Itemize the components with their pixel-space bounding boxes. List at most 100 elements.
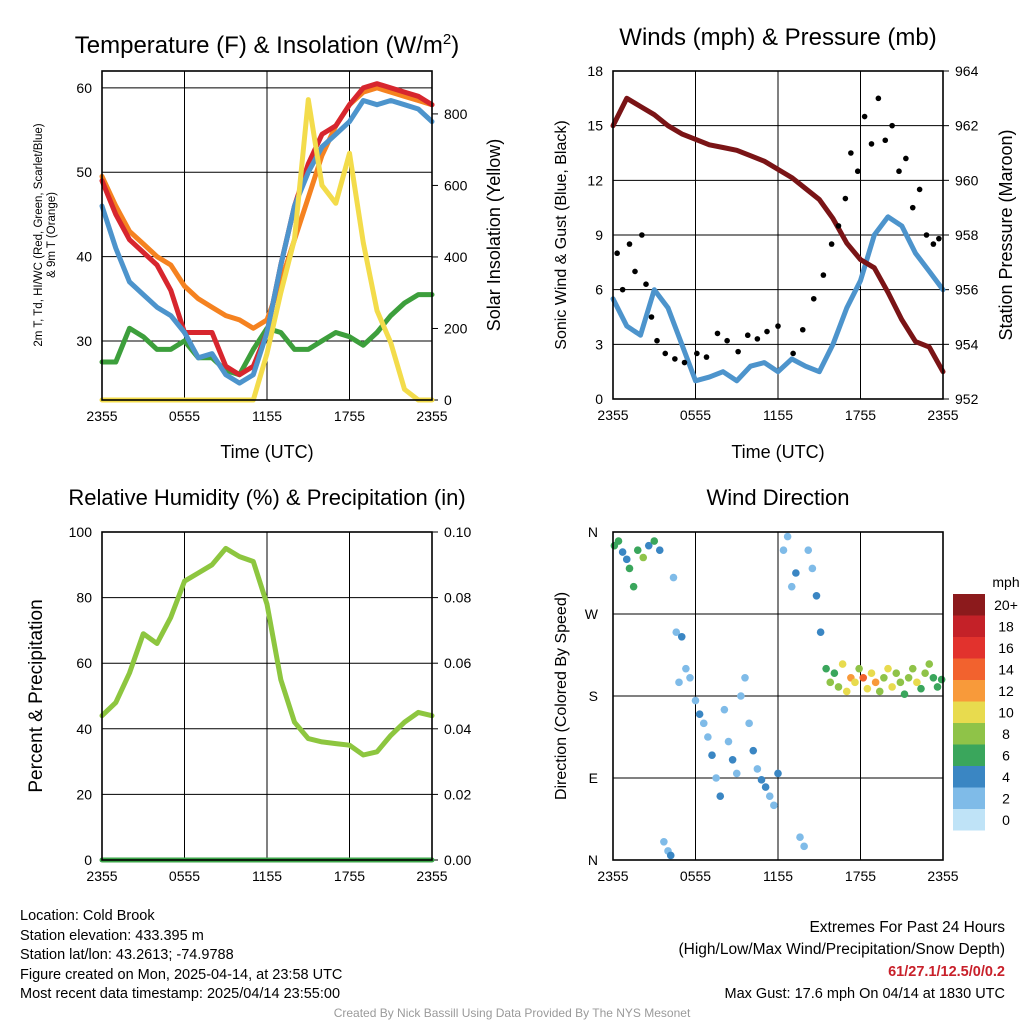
y-right-tick-label: 964 [955, 63, 979, 79]
direction-point [675, 678, 683, 687]
y-tick-label: 12 [587, 172, 603, 188]
direction-point [804, 546, 813, 555]
gust-point [909, 204, 916, 211]
direction-point [695, 710, 704, 719]
gust-point [626, 241, 633, 247]
direction-point [812, 591, 821, 600]
direction-point [720, 705, 729, 714]
x-tick-label: 1755 [845, 868, 876, 884]
y-tick-label: N [588, 852, 598, 868]
direction-point [908, 664, 917, 673]
y-right-tick-label: 600 [444, 177, 468, 193]
direction-point [830, 669, 839, 678]
gust-point [861, 113, 868, 120]
y-tick-label: 40 [76, 721, 92, 737]
x-tick-label: 2355 [416, 408, 447, 424]
gust-point [799, 326, 806, 333]
gust-point [681, 359, 688, 366]
direction-point [712, 774, 720, 782]
direction-point [644, 541, 653, 550]
extremes-title: Extremes For Past 24 Hours [809, 919, 1005, 936]
direction-point [737, 692, 745, 700]
gust-point [694, 350, 700, 357]
legend-swatch [953, 744, 985, 766]
direction-point [933, 683, 942, 691]
direction-point [929, 673, 938, 682]
y-right-tick-label: 956 [955, 282, 979, 298]
y-axis-label-left: Percent & Precipitation [26, 599, 47, 792]
direction-point [900, 690, 909, 698]
direction-point [753, 765, 762, 773]
extremes-values: 61/27.1/12.5/0/0.2 [888, 964, 1005, 980]
direction-point [816, 628, 825, 637]
gust-point [639, 232, 645, 238]
legend-swatch [953, 594, 985, 616]
y-tick-label: N [588, 524, 598, 540]
y-tick-label: 50 [76, 164, 92, 180]
gust-point [619, 286, 626, 293]
gust-point [868, 141, 875, 147]
direction-point [867, 669, 876, 678]
y-axis-label-left: Direction (Colored By Speed) [553, 592, 570, 800]
legend-swatch [953, 637, 985, 659]
chart-title: Relative Humidity (%) & Precipitation (i… [68, 485, 465, 510]
gust-point [842, 195, 849, 202]
y-axis-label-left: Sonic Wind & Gust (Blue, Black) [553, 120, 570, 349]
direction-point [691, 696, 700, 705]
gust-point [828, 241, 835, 247]
created-text: Figure created on Mon, 2025-04-14, at 23… [20, 966, 343, 983]
direction-point [834, 683, 843, 691]
gust-point [662, 350, 669, 357]
direction-point [779, 546, 788, 555]
direction-point [892, 669, 901, 678]
direction-point [761, 783, 770, 791]
y-tick-label: 3 [595, 336, 603, 352]
direction-point [921, 669, 929, 678]
gust-point [754, 336, 761, 342]
y-tick-label: 15 [587, 118, 603, 134]
direction-point [655, 546, 664, 555]
y-tick-label: 40 [76, 249, 92, 265]
y-right-tick-label: 0.08 [444, 590, 471, 606]
gust-point [889, 122, 895, 129]
legend-label: 6 [1002, 748, 1010, 764]
y-right-tick-label: 200 [444, 320, 468, 336]
direction-point [904, 673, 913, 682]
direction-point [724, 737, 733, 746]
y-tick-label: 100 [69, 524, 93, 540]
direction-point [708, 751, 716, 760]
y-tick-label: 80 [76, 590, 92, 606]
direction-point [888, 683, 896, 691]
direction-point [745, 719, 753, 728]
y-tick-label: 18 [587, 63, 603, 79]
direction-point [896, 678, 905, 687]
direction-point [749, 746, 758, 755]
gust-point [930, 241, 937, 247]
direction-point [633, 546, 642, 555]
x-tick-label: 2355 [416, 868, 447, 884]
gust-point [654, 337, 660, 344]
legend-label: 16 [998, 640, 1014, 656]
direction-point [796, 833, 804, 842]
plot-border [101, 70, 433, 401]
legend-label: 18 [998, 619, 1014, 635]
direction-point [765, 792, 774, 801]
x-tick-label: 1755 [845, 407, 876, 423]
x-tick-label: 1755 [334, 868, 365, 884]
direction-point [792, 569, 800, 577]
location-text: Location: Cold Brook [20, 908, 155, 924]
direction-point [842, 687, 851, 696]
direction-point [672, 628, 681, 637]
y-right-tick-label: 400 [444, 249, 468, 265]
legend-label: 4 [1002, 769, 1010, 785]
speed-legend: mph 20+ 18 16 14 12 10 8 6 4 2 0 [953, 574, 1020, 831]
y-tick-label: 9 [595, 227, 603, 243]
y-tick-label: 20 [76, 786, 92, 802]
direction-point [783, 532, 792, 541]
x-tick-label: 1155 [252, 868, 282, 884]
gust-point [724, 337, 730, 344]
x-tick-label: 2355 [86, 868, 117, 884]
direction-point [855, 664, 863, 673]
gust-point [775, 323, 781, 329]
